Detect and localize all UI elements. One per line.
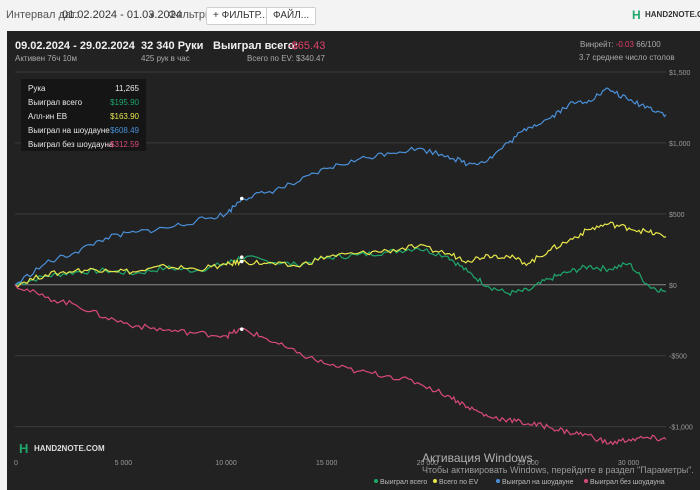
x-tick-label: 5 000 — [115, 460, 133, 467]
x-tick-label: 0 — [14, 460, 18, 467]
tooltip-hand-label: Рука — [28, 84, 46, 93]
won-total-value: -$65.43 — [288, 40, 326, 52]
top-toolbar: Интервал дат: 01.02.2024 - 01.03.2024 ▼ … — [0, 0, 700, 30]
tooltip-value: $163.90 — [110, 112, 139, 121]
ev-total: Всего по EV: $340.47 — [247, 54, 325, 63]
hover-tooltip: Рука 11,265 Выиграл всего $195.90 Алл-ин… — [21, 79, 146, 151]
series-line[interactable] — [14, 284, 667, 446]
winrate: Винрейт: -0.03 66/100 — [580, 40, 661, 49]
filter-button-label: ФИЛЬТР... — [221, 10, 268, 21]
hands-per-hour: 425 рук в час — [141, 54, 190, 63]
y-tick-label: $1,000 — [669, 141, 691, 148]
windows-activation-title: Активация Windows — [422, 451, 533, 465]
y-tick-label: $500 — [669, 212, 685, 219]
logo-text: HAND2NOTE.COM — [645, 10, 700, 19]
hover-point — [239, 327, 244, 331]
file-button[interactable]: ФАЙЛ... — [266, 7, 317, 25]
tooltip-value: $195.90 — [110, 98, 139, 107]
tooltip-label: Алл-ин EB — [28, 112, 68, 121]
chevron-down-icon[interactable]: ▼ — [148, 11, 156, 20]
windows-activation-subtitle: Чтобы активировать Windows, перейдите в … — [422, 465, 694, 475]
plus-icon: + — [213, 10, 222, 21]
active-time: Активен 76ч 10м — [15, 54, 77, 63]
y-tick-label: $1,500 — [669, 70, 691, 77]
y-tick-label: -$1,000 — [669, 425, 693, 432]
interval-select[interactable]: 01.02.2024 - 01.03.2024 — [62, 9, 182, 21]
winrate-rest: 66/100 — [636, 40, 661, 49]
logo-icon: H — [632, 8, 641, 22]
series-line[interactable] — [14, 247, 667, 297]
legend-entry[interactable]: Выиграл без шоудауна — [590, 478, 665, 486]
graph-logo-text: HAND2NOTE.COM — [34, 444, 105, 453]
hands-count: 32 340 Руки — [141, 40, 204, 52]
filter-button[interactable]: + ФИЛЬТР... — [206, 7, 275, 25]
y-tick-label: $0 — [669, 283, 677, 290]
legend-swatch — [584, 479, 588, 483]
tooltip-value: -$312.59 — [107, 140, 139, 149]
legend-entry[interactable]: Всего по EV — [439, 479, 479, 486]
filters-label: Фильтры: — [168, 9, 216, 21]
winrate-value: -0.03 — [615, 40, 634, 49]
tooltip-hand-value: 11,265 — [115, 84, 139, 93]
tooltip-value: $608.49 — [110, 126, 139, 135]
avg-tables: 3.7 среднее число столов — [579, 53, 675, 62]
y-tick-label: -$500 — [669, 354, 687, 361]
legend-swatch — [374, 479, 378, 483]
winrate-label: Винрейт: — [580, 40, 614, 49]
legend-entry[interactable]: Выиграл на шоудауне — [502, 479, 574, 486]
series-line[interactable] — [14, 221, 667, 288]
legend-swatch — [496, 479, 500, 483]
x-tick-label: 25 000 — [517, 460, 539, 467]
hover-point — [239, 255, 244, 259]
tooltip-label: Выиграл всего — [28, 98, 83, 107]
hover-point — [239, 196, 244, 201]
graph-logo-icon: H — [19, 441, 29, 456]
legend-entry[interactable]: Выиграл всего — [380, 479, 427, 486]
legend-swatch — [433, 479, 437, 483]
x-tick-label: 15 000 — [316, 460, 338, 467]
tooltip-label: Выиграл на шоудауне — [28, 126, 110, 135]
x-tick-label: 20 000 — [417, 460, 439, 467]
x-tick-label: 30 000 — [618, 460, 640, 467]
date-range: 09.02.2024 - 29.02.2024 — [15, 40, 135, 52]
hover-point — [239, 259, 244, 264]
x-tick-label: 10 000 — [215, 460, 237, 467]
interval-label: Интервал дат: — [6, 9, 79, 21]
won-total-label: Выиграл всего: — [213, 40, 299, 52]
tooltip-label: Выиграл без шоудауна — [28, 140, 114, 149]
series-line[interactable] — [14, 87, 667, 286]
